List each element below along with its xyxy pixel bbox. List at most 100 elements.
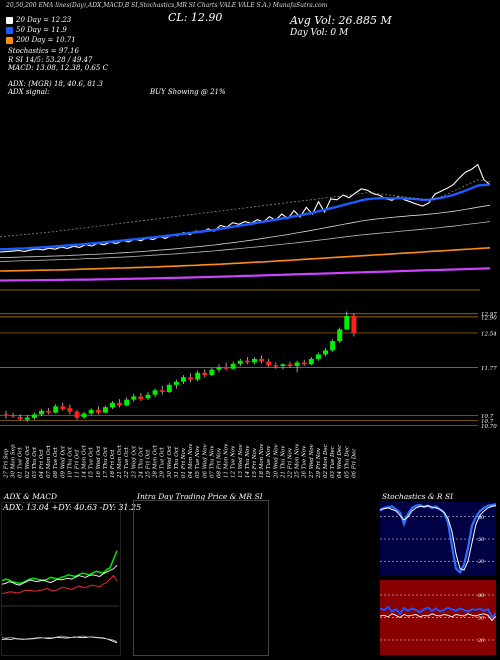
candle-body: [3, 414, 9, 416]
candle-body: [209, 369, 215, 376]
candle-body: [344, 315, 350, 330]
candle-body: [216, 366, 222, 370]
date-tick-label: 22 Fri Nov: [288, 447, 294, 479]
date-tick-label: 19 Tue Nov: [266, 445, 272, 478]
date-tick-label: 29 Fri Nov: [316, 447, 322, 479]
candle-body: [159, 390, 165, 393]
date-tick-label: 26 Tue Nov: [302, 445, 308, 479]
chart-header-title: 20,50,200 EMA lines(Day),ADX,MACD,B SI,S…: [6, 2, 328, 9]
date-tick-label: 03 Thu Oct: [32, 446, 38, 478]
date-tick-label: 24 Thu Oct: [138, 446, 144, 479]
date-tick-label: 06 Wed Nov: [202, 443, 208, 478]
candle-body: [31, 414, 37, 418]
date-tick-label: 17 Thu Oct: [103, 446, 109, 478]
close-price-label: CL: 12.90: [168, 11, 223, 24]
price-tick-label: 10.7: [481, 419, 494, 425]
rsi-readout: R SI 14/5: 53.28 / 49.47: [8, 56, 93, 64]
date-tick-label: 15 Tue Oct: [89, 446, 95, 478]
date-tick-label: 12 Tue Nov: [231, 445, 237, 478]
intraday-panel-title: Intra Day Trading Price & MR SI: [137, 492, 263, 501]
date-tick-label: 18 Fri Oct: [110, 449, 116, 478]
candle-body: [308, 358, 314, 365]
date-tick-label: 02 Wed Oct: [25, 445, 31, 478]
date-tick-label: 15 Fri Nov: [252, 447, 258, 478]
candle-body: [181, 377, 186, 382]
candle-body: [88, 409, 94, 414]
candle-body: [10, 415, 16, 417]
candle-body: [117, 402, 123, 406]
price-tick-label: 12.90: [481, 315, 497, 321]
legend-item: 50 Day = 11.9: [6, 25, 76, 35]
date-tick-label: 01 Tue Oct: [18, 446, 24, 478]
legend-label: 200 Day = 10.71: [16, 36, 76, 44]
date-tick-label: 14 Mon Oct: [82, 444, 88, 478]
date-tick-label: 25 Fri Oct: [146, 449, 152, 479]
candle-body: [95, 409, 101, 413]
adx-macd-panel-title: ADX & MACD: [4, 492, 58, 501]
legend-swatch: [6, 26, 13, 34]
date-tick-label: 30 Mon Sep: [11, 444, 17, 478]
candle-body: [351, 315, 357, 333]
candle-body: [110, 402, 115, 408]
date-tick-label: 06 Fri Dec: [351, 449, 357, 478]
average-volume-label: Avg Vol: 26.885 M: [290, 14, 392, 27]
candle-body: [266, 361, 272, 366]
candle-body: [195, 372, 201, 380]
candle-body: [337, 329, 343, 342]
candle-body: [315, 354, 321, 359]
stochastics-tick-label: 20: [477, 559, 485, 565]
date-tick-label: 20 Wed Nov: [273, 443, 279, 479]
date-tick-label: 31 Thu Oct: [174, 446, 180, 478]
date-tick-label: 23 Wed Oct: [131, 445, 137, 479]
candle-body: [17, 417, 23, 419]
day-volume-label: Day Vol: 0 M: [290, 28, 349, 38]
macd-series-line: [1, 635, 118, 642]
rsi-tick-label: 20: [477, 638, 485, 644]
candle-body: [323, 350, 328, 355]
rsi-tick-label: 80: [478, 593, 485, 599]
price-tick-label: 10.7: [481, 414, 494, 420]
date-tick-label: 04 Mon Nov: [188, 443, 194, 478]
legend-label: 20 Day = 12.23: [16, 16, 72, 24]
candle-body: [173, 381, 179, 385]
date-tick-label: 30 Wed Oct: [167, 445, 173, 478]
adx-signal-label: ADX signal:: [8, 88, 50, 96]
candle-body: [244, 360, 250, 363]
buy-signal-text: BUY Showing @ 21%: [150, 88, 226, 96]
candle-body: [145, 394, 151, 399]
date-tick-label: 08 Fri Nov: [217, 447, 223, 478]
candle-body: [152, 390, 158, 395]
date-tick-label: 02 Mon Dec: [323, 444, 329, 478]
candle-body: [237, 360, 243, 364]
ema-series-line: [0, 183, 491, 251]
adx-series-line: [1, 550, 118, 585]
candle-body: [67, 408, 73, 412]
date-tick-label: 11 Mon Nov: [224, 443, 230, 478]
stochastics-panel-title: Stochastics & R SI: [382, 492, 454, 501]
ema-series-line: [0, 267, 491, 282]
macd-readout: MACD: 13.08, 12.38, 0.65 C: [8, 64, 108, 72]
stochastics-readout: Stochastics = 97.16: [8, 47, 79, 55]
rsi-tick-label: 50: [478, 616, 485, 622]
candle-body: [39, 410, 44, 415]
date-tick-label: 09 Wed Oct: [60, 445, 66, 478]
candle-body: [131, 396, 137, 400]
candle-body: [24, 417, 30, 420]
date-tick-label: 27 Wed Nov: [309, 443, 315, 479]
ema-series-line: [0, 247, 491, 272]
date-tick-label: 07 Thu Nov: [209, 445, 215, 478]
date-tick-label: 21 Mon Oct: [117, 444, 123, 479]
candle-body: [301, 362, 307, 365]
candle-body: [53, 406, 59, 413]
date-tick-label: 28 Mon Oct: [153, 444, 159, 479]
candle-body: [280, 364, 286, 367]
date-tick-label: 04 Wed Dec: [337, 445, 343, 478]
legend-item: 200 Day = 10.71: [6, 35, 76, 45]
candle-body: [273, 365, 279, 367]
candle-body: [166, 384, 172, 393]
rsi-series-line: [379, 613, 497, 622]
candle-body: [188, 377, 194, 380]
candle-body: [259, 358, 265, 362]
date-tick-label: 13 Wed Nov: [238, 443, 244, 478]
